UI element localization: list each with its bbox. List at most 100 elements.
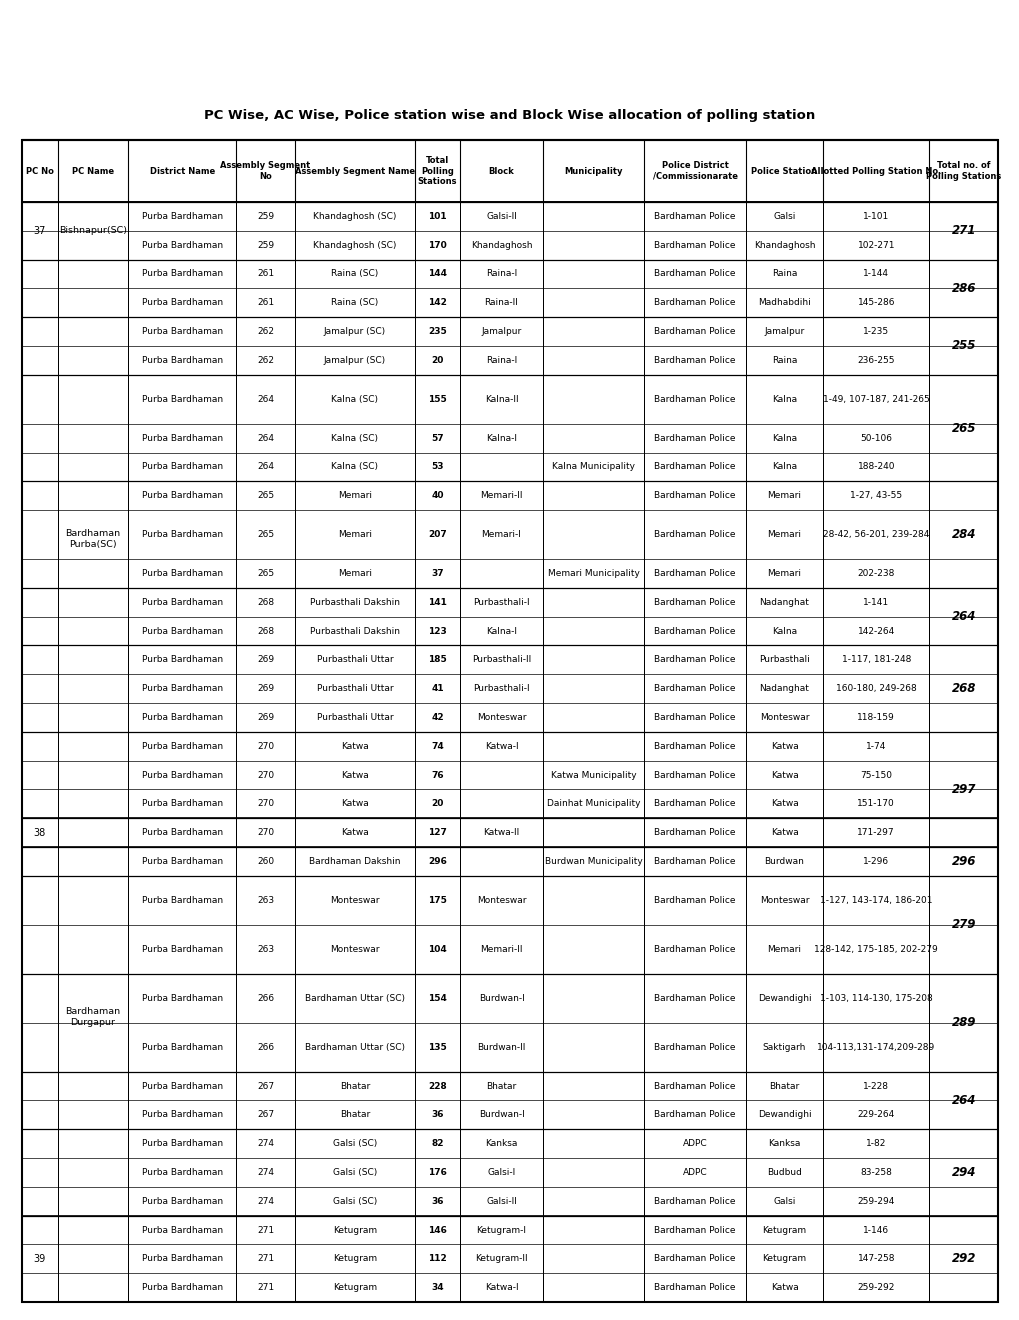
Text: Bardhaman Police: Bardhaman Police bbox=[654, 569, 736, 578]
Text: 207: 207 bbox=[428, 531, 446, 539]
Text: 50-106: 50-106 bbox=[859, 434, 892, 442]
Text: Monteswar: Monteswar bbox=[476, 713, 526, 722]
Text: Bardhaman Police: Bardhaman Police bbox=[654, 1254, 736, 1263]
Text: Bardhaman Police: Bardhaman Police bbox=[654, 627, 736, 635]
Text: Ketugram: Ketugram bbox=[762, 1254, 806, 1263]
Text: Katwa: Katwa bbox=[770, 771, 798, 780]
Text: 1-144: 1-144 bbox=[862, 269, 889, 279]
Text: Galsi: Galsi bbox=[772, 1197, 795, 1205]
Text: Bardhaman Police: Bardhaman Police bbox=[654, 857, 736, 866]
Text: Raina (SC): Raina (SC) bbox=[331, 298, 378, 308]
Text: Katwa: Katwa bbox=[770, 742, 798, 751]
Text: Purba Bardhaman: Purba Bardhaman bbox=[142, 1081, 223, 1090]
Text: Bardhaman Police: Bardhaman Police bbox=[654, 327, 736, 337]
Text: Katwa: Katwa bbox=[770, 800, 798, 808]
Text: Bardhaman Police: Bardhaman Police bbox=[654, 434, 736, 442]
Text: 262: 262 bbox=[257, 356, 274, 364]
Text: Purba Bardhaman: Purba Bardhaman bbox=[142, 800, 223, 808]
Text: Bardhaman Police: Bardhaman Police bbox=[654, 655, 736, 664]
Text: 36: 36 bbox=[431, 1110, 443, 1119]
Text: Purba Bardhaman: Purba Bardhaman bbox=[142, 857, 223, 866]
Text: Purbasthali Uttar: Purbasthali Uttar bbox=[316, 713, 392, 722]
Text: 175: 175 bbox=[428, 896, 446, 904]
Text: 53: 53 bbox=[431, 462, 443, 471]
Text: Bardhaman Police: Bardhaman Police bbox=[654, 598, 736, 607]
Text: 40: 40 bbox=[431, 491, 443, 500]
Text: Bardhaman Police: Bardhaman Police bbox=[654, 491, 736, 500]
Text: Bardhaman
Durgapur: Bardhaman Durgapur bbox=[65, 1007, 120, 1027]
Text: 147-258: 147-258 bbox=[857, 1254, 894, 1263]
Text: 260: 260 bbox=[257, 857, 274, 866]
Text: Jamalpur: Jamalpur bbox=[763, 327, 804, 337]
Text: 37: 37 bbox=[34, 226, 46, 236]
Text: Purba Bardhaman: Purba Bardhaman bbox=[142, 269, 223, 279]
Text: 284: 284 bbox=[951, 528, 975, 541]
Text: 1-141: 1-141 bbox=[862, 598, 889, 607]
Text: Total
Polling
Stations: Total Polling Stations bbox=[418, 156, 457, 186]
Text: Burdwan Municipality: Burdwan Municipality bbox=[544, 857, 642, 866]
Text: Kalna (SC): Kalna (SC) bbox=[331, 434, 378, 442]
Text: 267: 267 bbox=[257, 1081, 274, 1090]
Text: Purba Bardhaman: Purba Bardhaman bbox=[142, 684, 223, 693]
Text: Memari: Memari bbox=[767, 531, 801, 539]
Text: Purba Bardhaman: Purba Bardhaman bbox=[142, 462, 223, 471]
Text: Ketugram: Ketugram bbox=[762, 1225, 806, 1234]
Text: 1-49, 107-187, 241-265: 1-49, 107-187, 241-265 bbox=[822, 395, 928, 404]
Text: Kalna (SC): Kalna (SC) bbox=[331, 462, 378, 471]
Text: Kalna (SC): Kalna (SC) bbox=[331, 395, 378, 404]
Text: Jamalpur (SC): Jamalpur (SC) bbox=[323, 356, 385, 364]
Text: Purba Bardhaman: Purba Bardhaman bbox=[142, 742, 223, 751]
Text: Kalna-II: Kalna-II bbox=[484, 395, 518, 404]
Text: 264: 264 bbox=[257, 434, 274, 442]
Text: 127: 127 bbox=[428, 828, 446, 837]
Text: 123: 123 bbox=[428, 627, 446, 635]
Text: Purba Bardhaman: Purba Bardhaman bbox=[142, 598, 223, 607]
Text: Purba Bardhaman: Purba Bardhaman bbox=[142, 1283, 223, 1292]
Text: Allotted Polling Station No.: Allotted Polling Station No. bbox=[810, 166, 941, 176]
Text: Katwa-II: Katwa-II bbox=[483, 828, 519, 837]
Text: Galsi-II: Galsi-II bbox=[486, 213, 517, 220]
Text: 28-42, 56-201, 239-284: 28-42, 56-201, 239-284 bbox=[822, 531, 928, 539]
Text: 264: 264 bbox=[951, 610, 975, 623]
Text: 155: 155 bbox=[428, 395, 446, 404]
Text: 270: 270 bbox=[257, 771, 274, 780]
Text: 264: 264 bbox=[257, 395, 274, 404]
Text: Bardhaman Police: Bardhaman Police bbox=[654, 771, 736, 780]
Text: Ketugram: Ketugram bbox=[332, 1283, 377, 1292]
Text: Bardhaman Police: Bardhaman Police bbox=[654, 395, 736, 404]
Text: Purbasthali Dakshin: Purbasthali Dakshin bbox=[310, 598, 399, 607]
Text: 265: 265 bbox=[257, 569, 274, 578]
Text: 74: 74 bbox=[431, 742, 443, 751]
Text: Memari-II: Memari-II bbox=[480, 491, 523, 500]
Text: PC Name: PC Name bbox=[72, 166, 114, 176]
Text: PC No: PC No bbox=[25, 166, 54, 176]
Text: Purbasthali Uttar: Purbasthali Uttar bbox=[316, 655, 392, 664]
Text: Katwa: Katwa bbox=[770, 828, 798, 837]
Text: 37: 37 bbox=[431, 569, 443, 578]
Text: Katwa-I: Katwa-I bbox=[484, 1283, 518, 1292]
Text: Galsi: Galsi bbox=[772, 213, 795, 220]
Text: 151-170: 151-170 bbox=[857, 800, 895, 808]
Text: Purba Bardhaman: Purba Bardhaman bbox=[142, 1139, 223, 1148]
Text: Saktigarh: Saktigarh bbox=[762, 1043, 805, 1052]
Text: Bardhaman Police: Bardhaman Police bbox=[654, 269, 736, 279]
Text: 228: 228 bbox=[428, 1081, 446, 1090]
Text: Bhatar: Bhatar bbox=[339, 1081, 370, 1090]
Text: Purbasthali-II: Purbasthali-II bbox=[472, 655, 531, 664]
Text: Khandaghosh (SC): Khandaghosh (SC) bbox=[313, 240, 396, 249]
Text: 259-292: 259-292 bbox=[857, 1283, 894, 1292]
Text: Nadanghat: Nadanghat bbox=[759, 598, 809, 607]
Text: 1-228: 1-228 bbox=[862, 1081, 889, 1090]
Text: Assembly Segment Name: Assembly Segment Name bbox=[294, 166, 415, 176]
Text: Kalna: Kalna bbox=[771, 462, 796, 471]
Text: Memari: Memari bbox=[767, 491, 801, 500]
Text: 270: 270 bbox=[257, 800, 274, 808]
Text: ADPC: ADPC bbox=[683, 1139, 707, 1148]
Text: Monteswar: Monteswar bbox=[330, 896, 379, 904]
Text: Raina: Raina bbox=[771, 269, 797, 279]
Text: 146: 146 bbox=[428, 1225, 446, 1234]
Text: Police Station: Police Station bbox=[751, 166, 817, 176]
Text: 38: 38 bbox=[34, 828, 46, 838]
Text: 296: 296 bbox=[428, 857, 446, 866]
Text: 261: 261 bbox=[257, 269, 274, 279]
